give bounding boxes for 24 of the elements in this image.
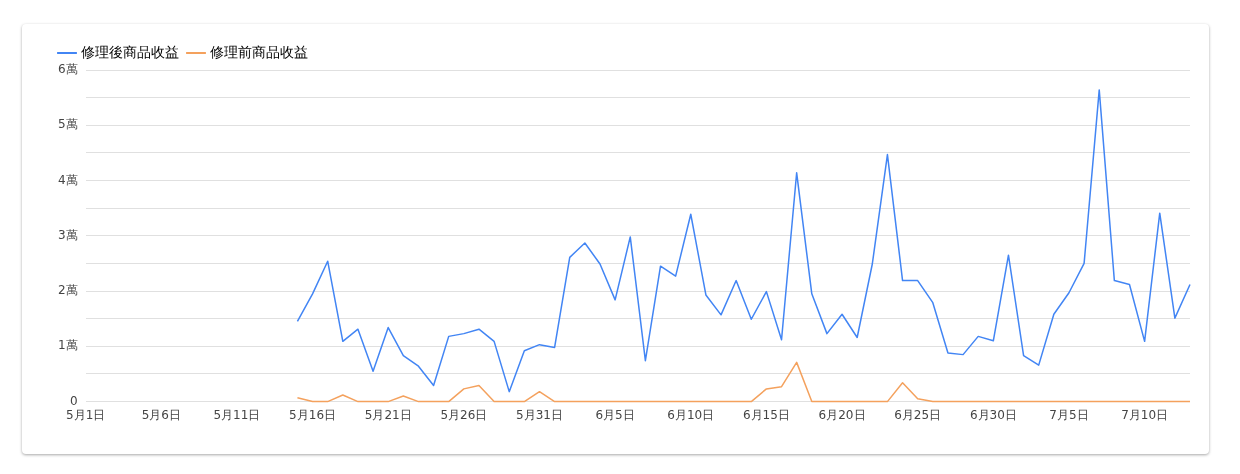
y-tick-label: 3萬: [57, 227, 78, 242]
x-tick-label: 6月10日: [667, 407, 715, 422]
x-tick-label: 5月11日: [213, 407, 261, 422]
y-tick-label: 5萬: [57, 117, 78, 132]
y-tick-label: 2萬: [57, 283, 78, 298]
x-tick-label: 6月15日: [742, 407, 790, 422]
x-tick-label: 5月16日: [289, 407, 337, 422]
x-tick-label: 6月5日: [595, 407, 635, 422]
x-tick-label: 6月20日: [818, 407, 866, 422]
y-tick-label: 4萬: [57, 172, 78, 187]
legend-label: 修理後商品收益: [81, 43, 179, 60]
x-tick-label: 5月1日: [65, 407, 106, 422]
x-tick-label: 5月31日: [516, 407, 563, 422]
y-tick-label: 1萬: [57, 338, 78, 353]
x-tick-label: 5月21日: [364, 407, 412, 422]
x-tick-label: 5月6日: [141, 407, 181, 422]
y-tick-label: 6萬: [57, 62, 78, 77]
x-tick-label: 7月10日: [1121, 407, 1169, 422]
x-tick-label: 7月5日: [1049, 407, 1089, 422]
legend-label: 修理前商品收益: [210, 43, 308, 60]
x-tick-label: 6月30日: [969, 407, 1017, 422]
y-tick-label: 0: [69, 393, 78, 408]
x-tick-label: 5月26日: [440, 407, 488, 422]
x-tick-label: 6月25日: [894, 407, 942, 422]
